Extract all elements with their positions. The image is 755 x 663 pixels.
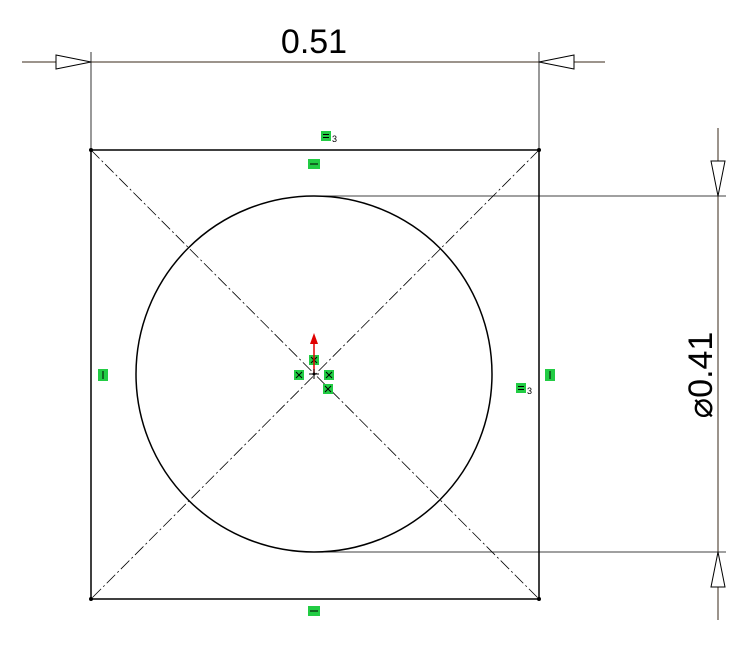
width-dimension-text[interactable]: 0.51 [281,23,347,61]
width-dimension[interactable]: 0.51 [22,23,605,150]
diameter-symbol: ⌀ [682,398,720,418]
construction-diagonal-2[interactable] [90,149,540,600]
width-arrow-right [538,54,575,70]
coincident-relation-icon-bottom[interactable] [323,384,333,394]
coincident-relation-icon-right[interactable] [324,370,334,380]
width-arrow-left [55,54,92,70]
square-vertex-top-left[interactable] [89,148,93,152]
vertical-relation-icon-left[interactable] [98,369,108,381]
horizontal-relation-icon-bottom[interactable] [308,606,320,616]
coincident-relation-icon-left[interactable] [294,370,304,380]
sketch-square[interactable] [89,148,541,601]
square-vertex-bottom-left[interactable] [89,597,93,601]
sketch-circle[interactable] [135,195,493,553]
vertical-relation-icon-right[interactable] [545,369,555,381]
square-vertex-bottom-right[interactable] [537,597,541,601]
sketch-origin-icon[interactable] [309,333,319,379]
equal-relation-index-top: 3 [332,134,337,144]
construction-diagonal-1[interactable] [90,149,540,600]
equal-relation-index-right: 3 [527,386,532,396]
diameter-arrow-top [710,160,726,197]
equal-relation-icon-right[interactable]: 3 [516,383,532,396]
diameter-dimension-text[interactable]: ⌀0.41 [682,332,720,419]
diameter-value: 0.41 [682,332,720,398]
diameter-arrow-bottom [710,551,726,588]
horizontal-relation-icon-top[interactable] [308,159,320,169]
diameter-dimension[interactable]: ⌀0.41 [322,128,726,620]
square-vertex-top-right[interactable] [537,148,541,152]
equal-relation-icon-top[interactable]: 3 [321,131,337,144]
relations: 3 3 [98,131,555,616]
